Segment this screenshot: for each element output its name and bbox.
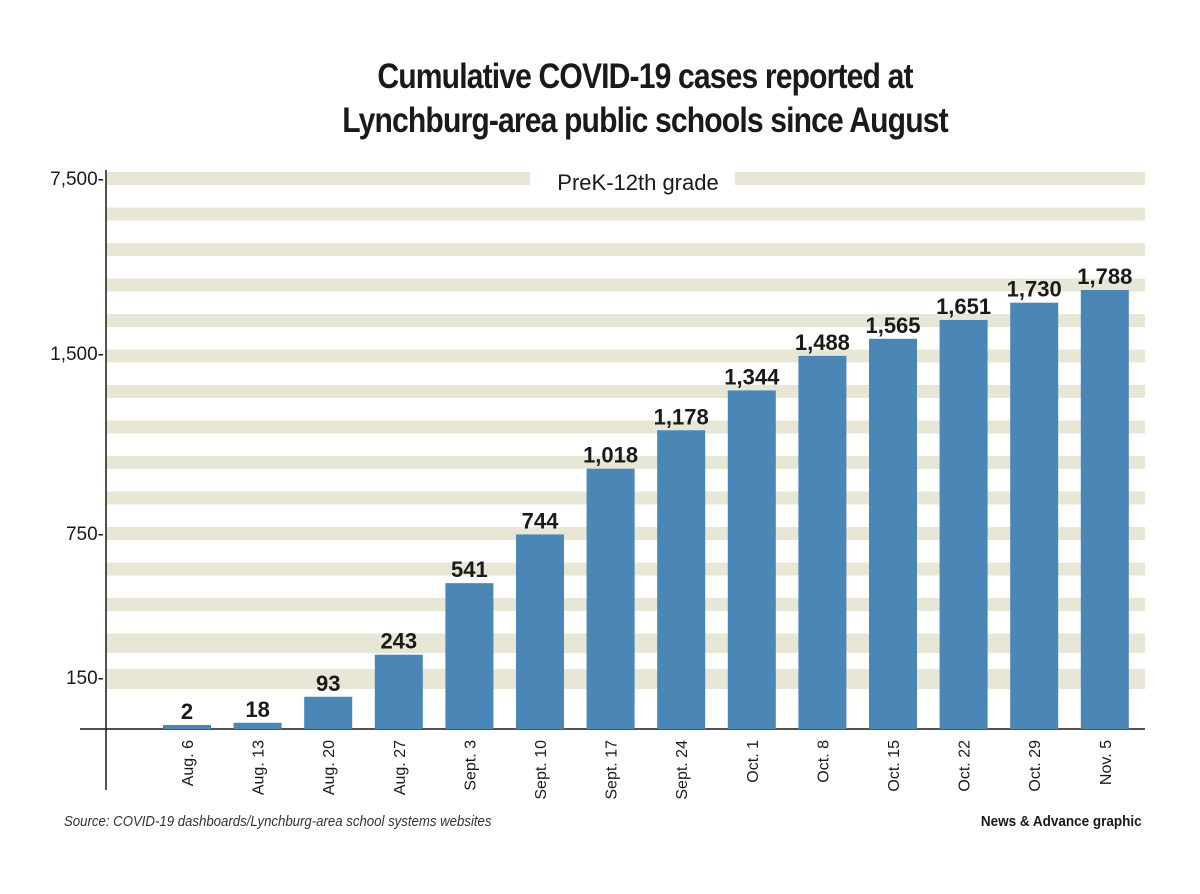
bar	[727, 390, 776, 729]
data-label: 1,018	[583, 443, 638, 468]
source-note: Source: COVID-19 dashboards/Lynchburg-ar…	[64, 813, 492, 830]
x-tick-label: Oct. 29	[1027, 740, 1044, 792]
graphic-credit: News & Advance graphic	[981, 813, 1142, 830]
data-label: 1,788	[1077, 264, 1132, 289]
bar	[233, 722, 282, 729]
subtitle-backdrop	[530, 166, 735, 196]
bar	[586, 468, 635, 729]
grid-band	[106, 349, 1145, 363]
bar	[445, 583, 494, 729]
bar	[869, 338, 917, 729]
x-tick-label: Aug. 13	[251, 740, 268, 795]
bar	[374, 654, 423, 729]
bar	[163, 725, 211, 729]
data-label: 1,565	[865, 313, 920, 338]
data-label: 1,178	[654, 404, 709, 429]
grid-band	[106, 420, 1145, 434]
data-label: 18	[245, 697, 269, 722]
x-tick-label: Oct. 1	[745, 740, 762, 783]
data-label: 93	[316, 671, 340, 696]
x-tick-label: Sept. 17	[604, 740, 621, 800]
chart-title: Cumulative COVID-19 cases reported at Ly…	[90, 55, 1199, 143]
x-tick-label: Oct. 22	[957, 740, 974, 792]
grid-band	[106, 207, 1145, 221]
y-tick-label: 1,500-	[50, 344, 104, 365]
bar	[939, 319, 988, 729]
bar	[1080, 290, 1129, 729]
bar	[516, 534, 564, 729]
bar	[304, 696, 353, 729]
data-label: 744	[522, 508, 559, 533]
data-label: 2	[181, 699, 193, 724]
x-tick-label: Oct. 15	[886, 740, 903, 792]
bar	[1010, 302, 1059, 729]
x-tick-label: Sept. 3	[462, 740, 479, 791]
x-tick-label: Oct. 8	[815, 740, 832, 783]
x-tick-label: Aug. 27	[392, 740, 409, 795]
grid-band	[106, 385, 1145, 398]
grid-band	[106, 243, 1145, 256]
chart-title-line-1: Cumulative COVID-19 cases reported at	[377, 57, 913, 96]
y-tick-label: 750-	[66, 524, 104, 545]
x-tick-label: Aug. 6	[180, 740, 197, 786]
x-tick-label: Sept. 10	[533, 740, 550, 800]
y-tick-label: 7,500-	[50, 169, 104, 190]
bar	[798, 355, 847, 729]
chart-subtitle: PreK-12th grade	[557, 170, 718, 195]
data-label: 1,488	[795, 330, 850, 355]
chart-title-line-2: Lynchburg-area public schools since Augu…	[342, 101, 948, 140]
x-tick-label: Aug. 20	[321, 740, 338, 795]
data-label: 1,730	[1007, 277, 1062, 302]
bars	[163, 290, 1129, 729]
x-tick-label: Nov. 5	[1098, 740, 1115, 785]
x-tick-label: Sept. 24	[674, 740, 691, 800]
data-label: 1,651	[936, 294, 991, 319]
y-tick-label: 150-	[66, 668, 104, 689]
grid-band	[106, 278, 1145, 292]
data-label: 541	[451, 557, 488, 582]
data-label: 1,344	[724, 364, 780, 389]
grid-band	[106, 314, 1145, 327]
bar	[657, 430, 706, 729]
data-label: 243	[380, 629, 417, 654]
